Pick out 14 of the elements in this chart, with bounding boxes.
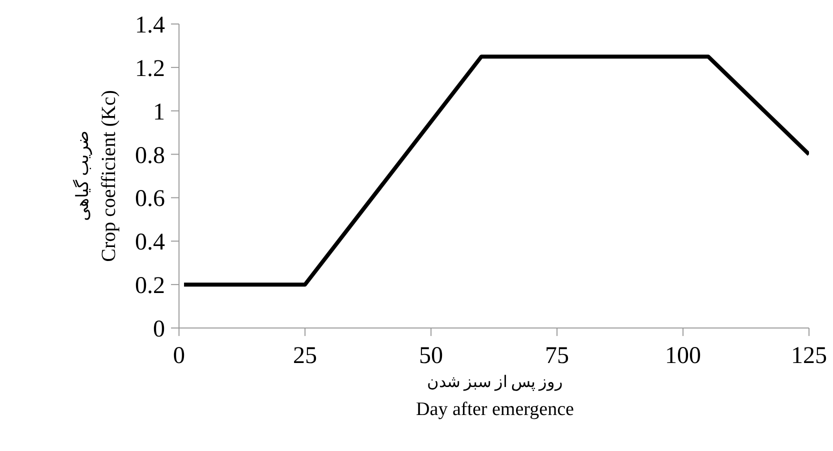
x-tick-label: 50 bbox=[419, 343, 443, 370]
x-tick-label: 100 bbox=[665, 343, 701, 370]
y-tick-label: 1 bbox=[153, 99, 165, 126]
x-tick-label: 0 bbox=[173, 343, 185, 370]
x-tick-label: 125 bbox=[791, 343, 827, 370]
y-tick-label: 0.6 bbox=[135, 186, 165, 212]
x-tick-label: 75 bbox=[545, 343, 569, 370]
y-tick-label: 0 bbox=[153, 316, 165, 343]
y-tick-label: 1.4 bbox=[135, 12, 165, 39]
y-tick-label: 0.8 bbox=[135, 142, 165, 169]
y-tick-label: 0.4 bbox=[135, 230, 165, 256]
x-tick-label: 25 bbox=[293, 343, 317, 370]
y-tick-label: 1.2 bbox=[135, 56, 165, 82]
y-tick-label: 0.2 bbox=[135, 273, 165, 300]
